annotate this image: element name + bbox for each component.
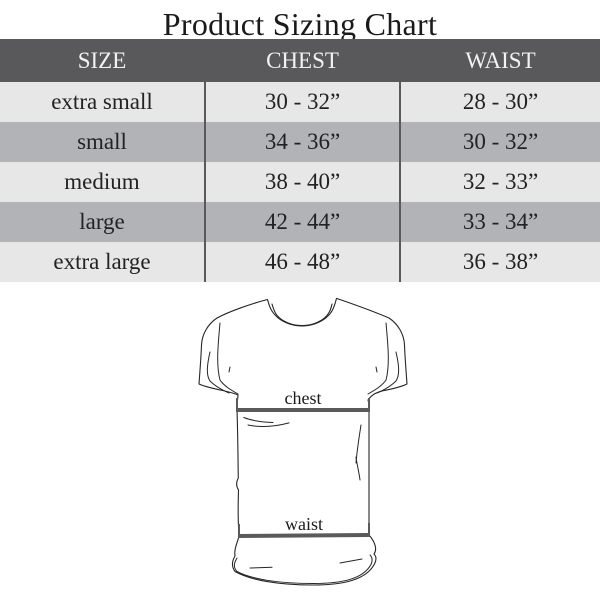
svg-text:waist: waist — [285, 514, 323, 534]
svg-text:chest: chest — [285, 388, 322, 408]
